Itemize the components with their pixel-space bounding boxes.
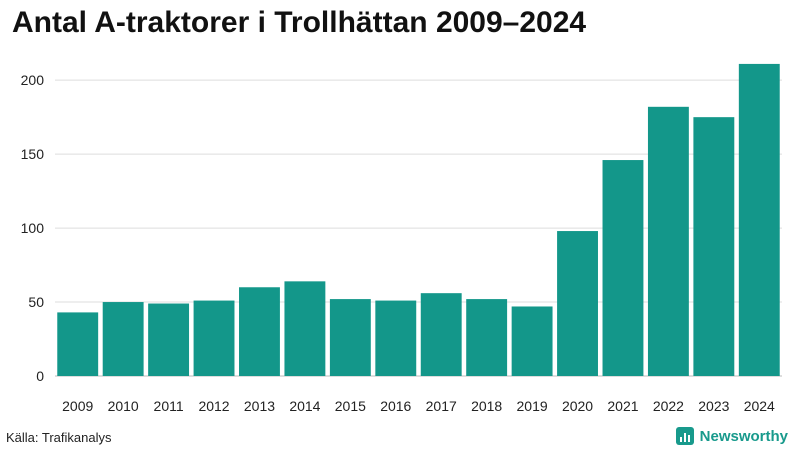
y-axis-ticks: 0 50 100 150 200 xyxy=(21,72,45,384)
x-tick-label: 2023 xyxy=(698,398,729,414)
bar-2020 xyxy=(557,231,598,376)
brand-logo: Newsworthy xyxy=(675,427,788,445)
bar-2011 xyxy=(148,303,190,376)
y-tick-label: 0 xyxy=(36,368,44,384)
x-axis-ticks: 2009 2010 2011 2012 2013 2014 2015 2016 2017 2018… xyxy=(62,398,775,414)
bar-2016 xyxy=(375,300,417,376)
x-tick-label: 2011 xyxy=(154,398,184,414)
x-tick-label: 2009 xyxy=(62,398,93,414)
x-tick-label: 2012 xyxy=(198,398,229,414)
x-tick-label: 2016 xyxy=(380,398,411,414)
x-tick-label: 2024 xyxy=(744,398,775,414)
x-tick-label: 2013 xyxy=(244,398,275,414)
bar-2023 xyxy=(693,117,735,377)
bar-2015 xyxy=(329,299,371,376)
bar-2010 xyxy=(102,302,144,376)
source-note: Källa: Trafikanalys xyxy=(6,430,112,445)
bar-2024 xyxy=(738,63,780,376)
x-tick-label: 2010 xyxy=(108,398,139,414)
y-tick-label: 50 xyxy=(28,294,44,310)
bar-2009 xyxy=(57,312,99,376)
y-tick-label: 200 xyxy=(21,72,45,88)
bars xyxy=(57,63,780,377)
y-tick-label: 100 xyxy=(21,220,45,236)
bar-2017 xyxy=(420,293,462,376)
bar-2013 xyxy=(239,287,280,376)
bar-2012 xyxy=(193,300,235,376)
x-tick-label: 2020 xyxy=(562,398,593,414)
bar-2018 xyxy=(466,299,508,376)
x-tick-label: 2015 xyxy=(335,398,366,414)
chart-title: Antal A-traktorer i Trollhättan 2009–202… xyxy=(12,6,587,39)
bar-2021 xyxy=(602,160,644,376)
bar-2019 xyxy=(511,306,553,376)
x-tick-label: 2018 xyxy=(471,398,502,414)
x-tick-label: 2017 xyxy=(426,398,457,414)
y-tick-label: 150 xyxy=(21,146,45,162)
x-tick-label: 2021 xyxy=(607,398,638,414)
bar-2022 xyxy=(647,106,689,377)
x-tick-label: 2022 xyxy=(653,398,684,414)
brand-name: Newsworthy xyxy=(699,427,788,445)
bar-2014 xyxy=(284,281,326,376)
x-tick-label: 2019 xyxy=(517,398,548,414)
x-tick-label: 2014 xyxy=(289,398,320,414)
bar-chart-icon xyxy=(675,427,694,445)
